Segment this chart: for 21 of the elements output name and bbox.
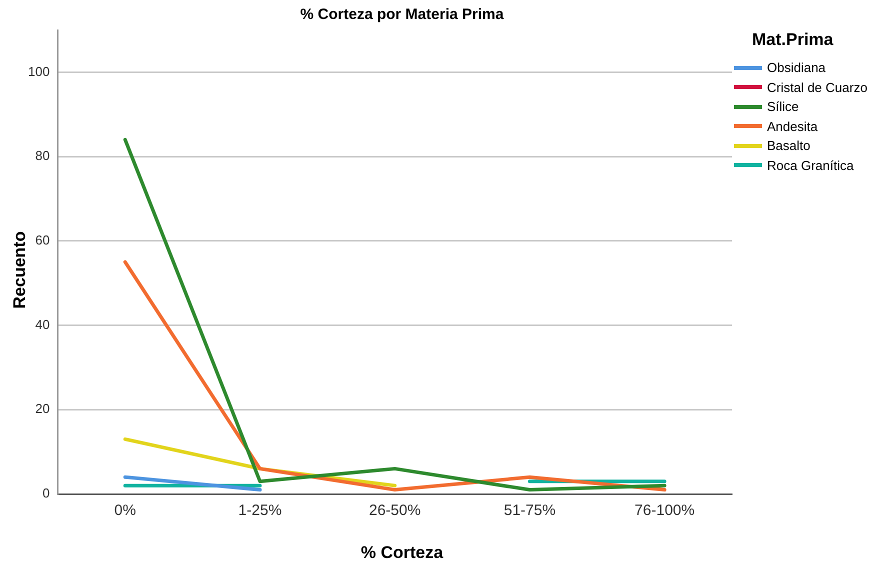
chart-title: % Corteza por Materia Prima	[299, 6, 505, 23]
legend-label: Cristal de Cuarzo	[767, 80, 868, 95]
x-tick-label: 76-100%	[634, 502, 695, 520]
y-tick-label: 80	[35, 148, 50, 164]
y-axis-title: Recuento	[10, 230, 30, 311]
y-tick-label: 40	[35, 316, 50, 332]
x-tick-label: 26-50%	[368, 502, 421, 520]
legend-label: Roca Granítica	[767, 158, 854, 173]
y-tick-label: 60	[35, 232, 50, 248]
legend-label: Sílice	[767, 99, 799, 114]
x-tick-label: 51-75%	[504, 502, 556, 520]
x-tick-label: 1-25%	[238, 502, 282, 520]
x-axis-title: % Corteza	[360, 543, 444, 563]
y-tick-label: 0	[42, 486, 50, 501]
legend-label: Andesita	[767, 118, 818, 134]
y-tick-label: 100	[28, 64, 50, 79]
legend-label: Obsidiana	[767, 60, 826, 76]
x-tick-label: 0%	[114, 502, 136, 520]
y-tick-label: 20	[35, 401, 50, 416]
legend-label: Basalto	[767, 138, 810, 154]
legend-title: Mat.Prima	[752, 30, 834, 50]
